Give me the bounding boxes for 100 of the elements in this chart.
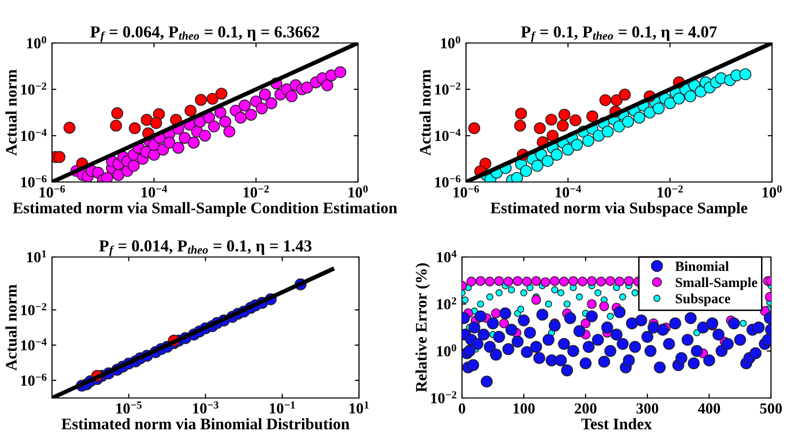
- legend-label: Small-Sample: [676, 277, 758, 290]
- y-tick-label: 10$^{1}$: [27, 250, 46, 262]
- point: [684, 90, 696, 102]
- point: [602, 126, 614, 138]
- point: [531, 276, 542, 286]
- x-tick-label: 10$^{−2}$: [244, 185, 269, 198]
- x-tick-label: 0: [458, 403, 466, 414]
- point: [550, 276, 560, 286]
- point: [466, 276, 476, 287]
- x-tick-label: 10$^{−2}$: [658, 185, 683, 198]
- point: [542, 155, 554, 168]
- x-tick-label: 10$^{−4}$: [142, 185, 168, 198]
- point: [594, 289, 602, 296]
- y-tick-label: 10$^{−2}$: [21, 82, 46, 95]
- point: [484, 276, 495, 287]
- point: [550, 148, 563, 161]
- point: [586, 299, 597, 309]
- point: [622, 116, 634, 128]
- x-tick-label: 10$^{−4}$: [556, 185, 582, 198]
- x-tick-label: 10$^{−6}$: [40, 185, 65, 198]
- y-axis-title: Actual norm: [419, 70, 431, 156]
- x-tick-label: 300: [636, 403, 658, 414]
- y-axis-title: Actual norm: [5, 70, 17, 156]
- point: [531, 294, 542, 305]
- chart-title: P$_{f}$ = 0.064, P$_{theo}$ = 0.1, η = 6.3662: [90, 26, 320, 42]
- x-tick-label: 10$^{0}$: [762, 185, 782, 198]
- point: [462, 296, 469, 304]
- point: [476, 300, 484, 308]
- point: [614, 276, 625, 287]
- point: [564, 300, 571, 308]
- point: [578, 276, 588, 287]
- point: [576, 293, 583, 300]
- point: [494, 276, 504, 286]
- legend-label: Subspace: [676, 294, 730, 306]
- chart-title: P$_{f}$ = 0.014, P$_{theo}$ = 0.1, η = 1.43: [99, 240, 312, 256]
- y-tick-label: 10$^{−4}$: [21, 128, 47, 141]
- point: [559, 276, 569, 287]
- point: [520, 289, 528, 296]
- point: [605, 276, 616, 286]
- y-tick-label: 10$^{−2}$: [435, 82, 460, 95]
- point: [624, 276, 634, 286]
- y-tick-label: 10$^{−6}$: [21, 175, 46, 188]
- x-tick-label: 10$^{−1}$: [270, 401, 295, 414]
- y-tick-label: 10$^{−6}$: [21, 374, 46, 386]
- y-tick-label: 10$^{−2}$: [431, 391, 456, 404]
- x-tick-label: 10$^{−6}$: [454, 185, 479, 198]
- point: [606, 312, 614, 320]
- point: [599, 301, 610, 312]
- x-tick-label: 400: [698, 403, 720, 414]
- y-axis-title: Relative Error (%): [415, 263, 430, 392]
- point: [522, 276, 532, 287]
- point: [740, 320, 747, 327]
- y-axis-title: Actual norm: [5, 284, 17, 371]
- point: [486, 293, 494, 300]
- x-axis-title: Estimated norm via Subspace Sample: [490, 202, 748, 217]
- y-tick-label: 10$^{4}$: [437, 250, 456, 262]
- point: [557, 289, 564, 296]
- x-axis-title: Estimated norm via Small-Sample Condition Estimation: [12, 202, 398, 217]
- x-axis-title: Estimated norm via Binomial Distribution: [62, 418, 350, 430]
- x-tick-label: 100: [514, 403, 535, 414]
- y-tick-label: 10$^{0}$: [27, 36, 46, 48]
- point: [503, 276, 514, 287]
- x-tick-label: 500: [760, 403, 782, 414]
- point: [496, 289, 503, 296]
- point: [664, 97, 676, 110]
- point: [619, 293, 626, 300]
- y-tick-label: 10$^{−4}$: [21, 338, 47, 350]
- y-tick-label: 10$^{2}$: [437, 297, 456, 310]
- point: [540, 277, 550, 288]
- point: [476, 276, 486, 286]
- point: [511, 172, 523, 182]
- x-tick-label: 10$^{0}$: [348, 185, 368, 198]
- point: [582, 134, 594, 147]
- point: [568, 276, 578, 286]
- point: [586, 276, 597, 286]
- point: [551, 286, 558, 294]
- x-tick-label: 10$^{−3}$: [193, 401, 218, 414]
- x-tick-label: 200: [574, 403, 596, 414]
- chart-title: P$_{f}$ = 0.1, P$_{theo}$ = 0.1, η = 4.07: [521, 26, 717, 42]
- point: [613, 120, 625, 132]
- y-tick-label: 10$^{−4}$: [435, 128, 461, 141]
- point: [562, 144, 574, 156]
- point: [652, 102, 665, 114]
- point: [520, 164, 532, 177]
- x-tick-label: 10$^{1}$: [350, 401, 369, 414]
- point: [633, 112, 646, 124]
- point: [499, 318, 509, 328]
- point: [644, 106, 656, 118]
- y-tick-label: 10$^{−2}$: [21, 303, 46, 316]
- point: [517, 306, 524, 313]
- legend-label: Binomial: [675, 261, 729, 272]
- point: [512, 276, 523, 286]
- point: [631, 289, 639, 296]
- point: [592, 130, 605, 142]
- point: [571, 138, 583, 151]
- x-tick-label: 10$^{−5}$: [116, 402, 142, 414]
- point: [531, 160, 544, 172]
- y-tick-label: 10$^{−6}$: [435, 175, 460, 188]
- point: [491, 308, 501, 318]
- point: [596, 276, 606, 287]
